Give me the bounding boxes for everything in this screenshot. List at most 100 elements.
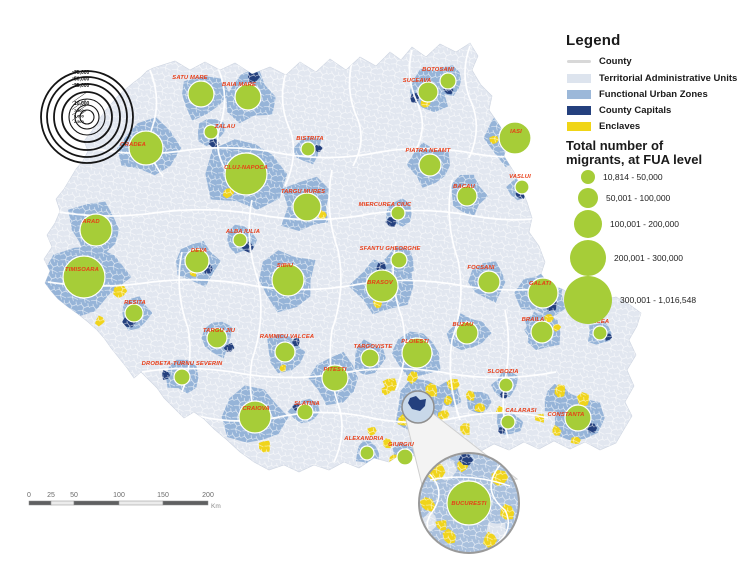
size-legend-title: Total number of migrants, at FUA level bbox=[566, 138, 703, 168]
scale-bar-segment bbox=[50, 500, 75, 506]
city-circle-satu-mare bbox=[187, 80, 215, 108]
size-class-label: 50,001 - 100,000 bbox=[606, 193, 671, 203]
county-boundary bbox=[216, 67, 227, 171]
city-label-ploiesti: PLOIESTI bbox=[401, 339, 429, 345]
city-circle-miercurea-ciuc bbox=[390, 205, 406, 221]
legend-item-capitals: County Capitals bbox=[560, 104, 671, 116]
city-circle-botosani bbox=[439, 72, 457, 90]
circle-scale-label: 50,000 bbox=[74, 77, 90, 83]
legend-title: Legend bbox=[566, 32, 621, 49]
city-label-sfantu-gheorghe: SFANTU GHEORGHE bbox=[360, 246, 422, 252]
city-label-brasov: BRASOV bbox=[367, 280, 394, 286]
county-boundary bbox=[348, 61, 362, 167]
legend-item-label: Enclaves bbox=[599, 120, 641, 132]
city-label-craiova: CRAIOVA bbox=[242, 406, 269, 412]
size-class-label: 10,814 - 50,000 bbox=[603, 172, 663, 182]
county-boundary bbox=[141, 367, 557, 379]
city-circle-alba-iulia bbox=[232, 232, 248, 248]
size-legend-title-line2: migrants, at FUA level bbox=[566, 152, 703, 168]
scale-bar-tick: 50 bbox=[70, 492, 78, 499]
city-circle-iasi bbox=[498, 121, 532, 155]
size-class-circle bbox=[564, 276, 612, 324]
city-circle-targu-mures bbox=[292, 192, 322, 222]
scale-bar-tick: 0 bbox=[27, 492, 31, 499]
city-label-targu-mures: TARGU MURES bbox=[281, 189, 325, 195]
enclave bbox=[516, 155, 527, 166]
scale-bar-tick: 150 bbox=[157, 492, 169, 499]
city-label-buzau: BUZAU bbox=[452, 322, 474, 328]
size-class-label: 200,001 - 300,000 bbox=[614, 253, 684, 263]
city-circle-bistrita bbox=[300, 141, 316, 157]
size-class-circle bbox=[574, 210, 602, 238]
legend-item-fuz: Functional Urban Zones bbox=[560, 88, 708, 100]
city-label-ramnicu-valcea: RAMNICU VALCEA bbox=[260, 334, 314, 340]
city-circle-timisoara bbox=[62, 255, 106, 299]
city-label-slobozia: SLOBOZIA bbox=[487, 369, 518, 375]
capitals-swatch bbox=[567, 105, 591, 115]
size-legend: 10,814 - 50,000 50,001 - 100,000 100,001 -… bbox=[560, 167, 740, 337]
city-circle-craiova bbox=[238, 400, 272, 434]
circle-scale-label: 5,000 bbox=[74, 114, 84, 119]
city-label-calarasi: CALARASI bbox=[505, 408, 536, 414]
city-label-oradea: ORADEA bbox=[120, 142, 146, 148]
city-label-baia-mare: BAIA MARE bbox=[222, 82, 257, 88]
city-label-deva: DEVA bbox=[191, 248, 207, 254]
city-label-giurgiu: GIURGIU bbox=[388, 442, 415, 448]
city-label-piatra-neamt: PIATRA NEAMT bbox=[406, 148, 451, 154]
city-label-targu-jiu: TARGU JIU bbox=[203, 328, 236, 334]
county-boundary bbox=[448, 179, 462, 421]
county-boundary bbox=[281, 71, 295, 187]
size-class-circle bbox=[570, 240, 606, 276]
city-circle-targoviste bbox=[360, 348, 380, 368]
tau-texture bbox=[44, 43, 641, 472]
city-label-timisoara: TIMISOARA bbox=[65, 267, 99, 273]
city-circle-ploiesti bbox=[401, 337, 433, 369]
city-circle-resita bbox=[124, 303, 144, 323]
city-circle-sibiu bbox=[271, 263, 305, 297]
legend-item-enclaves: Enclaves bbox=[560, 120, 640, 132]
city-circle-deva bbox=[184, 248, 210, 274]
scale-bar-unit: Km bbox=[211, 503, 221, 510]
city-label-constanta: CONSTANTA bbox=[548, 412, 585, 418]
city-label-alexandria: ALEXANDRIA bbox=[343, 436, 384, 442]
city-circle-bacau bbox=[456, 185, 478, 207]
county-boundary bbox=[464, 45, 478, 159]
city-circle-braila bbox=[530, 320, 554, 344]
scale-bar-tick: 100 bbox=[113, 492, 125, 499]
city-circle-slobozia bbox=[498, 377, 514, 393]
county-line-swatch bbox=[567, 59, 591, 63]
city-circle-cluj-napoca bbox=[224, 152, 268, 196]
city-label-satu-mare: SATU MARE bbox=[172, 75, 208, 81]
city-circle-sfantu-gheorghe bbox=[390, 251, 408, 269]
size-class-circle bbox=[581, 170, 595, 184]
circle-scale-label: 10,000 bbox=[74, 101, 90, 107]
city-circle-targu-jiu bbox=[206, 327, 228, 349]
city-label-iasi: IASI bbox=[510, 129, 522, 135]
city-label-vaslui: VASLUI bbox=[509, 174, 531, 180]
circle-scale-label: 2,500 bbox=[74, 119, 84, 124]
city-circle-ramnicu-valcea bbox=[274, 341, 296, 363]
legend-item-county: County bbox=[560, 55, 632, 67]
scale-bar-segment bbox=[73, 500, 120, 506]
circle-scale-label: 75,000 bbox=[74, 70, 90, 76]
city-label-alba-iulia: ALBA IULIA bbox=[225, 229, 260, 235]
city-circle-bucuresti bbox=[446, 480, 492, 526]
size-legend-title-line1: Total number of bbox=[566, 138, 664, 153]
city-circle-constanta bbox=[564, 404, 592, 432]
city-circle-buzau bbox=[455, 321, 479, 345]
city-circle-piatra-neamt bbox=[418, 153, 442, 177]
city-circle-focsani bbox=[477, 270, 501, 294]
city-label-sibiu: SIBIU bbox=[277, 263, 294, 269]
scale-bar-tick: 25 bbox=[47, 492, 55, 499]
county-boundary bbox=[91, 146, 541, 159]
city-circle-slatina bbox=[296, 403, 314, 421]
legend-item-label: Territorial Administrative Units bbox=[599, 72, 738, 84]
city-circle-drobeta-turnu-severin bbox=[173, 368, 191, 386]
city-circle-calarasi bbox=[500, 414, 516, 430]
city-label-braila: BRAILA bbox=[522, 317, 545, 323]
enclave bbox=[93, 332, 101, 341]
city-label-botosani: BOTOSANI bbox=[422, 67, 454, 73]
city-label-zalau: ZALAU bbox=[214, 124, 236, 130]
county-boundary bbox=[248, 199, 262, 431]
